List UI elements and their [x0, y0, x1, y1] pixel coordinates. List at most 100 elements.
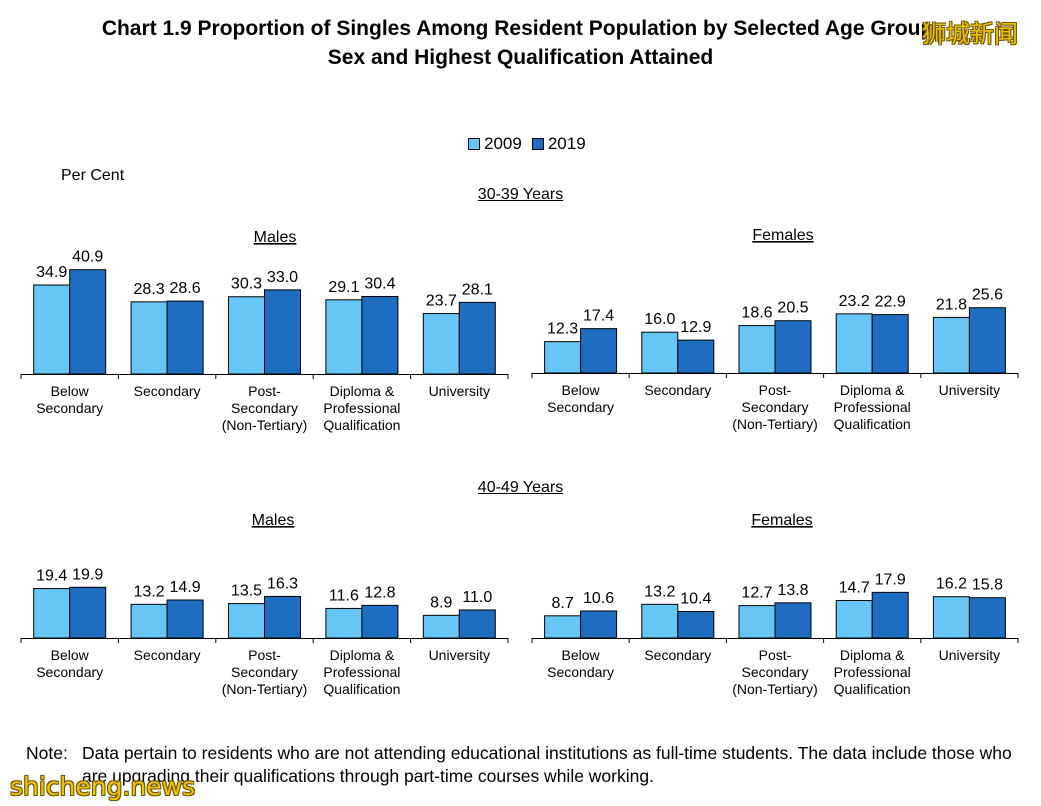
data-label-40-49-females-2019-2: 10.4 [680, 590, 711, 607]
legend: 2009 2019 [468, 134, 586, 154]
bar-40-49-males-2019-5 [458, 609, 496, 639]
chart-title-line1: Chart 1.9 Proportion of Singles Among Re… [101, 17, 940, 40]
bar-40-49-males-2019-4 [361, 604, 399, 639]
bar-30-39-females-2009-5 [932, 316, 970, 374]
bar-30-39-males-2019-1 [69, 269, 107, 375]
legend-swatch-2019 [531, 138, 544, 150]
data-label-30-39-males-2009-5: 23.7 [426, 293, 457, 310]
tick-label-40-49-males-3: Post-Secondary (Non-Tertiary) [222, 647, 308, 697]
bar-30-39-males-2009-4 [325, 299, 363, 375]
y-axis-label: Per Cent [61, 167, 125, 184]
bar-30-39-females-2009-4 [835, 313, 873, 374]
tick-label-40-49-males-1: Below Secondary [36, 647, 103, 680]
bar-40-49-females-2009-1 [544, 615, 582, 639]
data-label-30-39-females-2009-2: 16.0 [644, 311, 675, 328]
tick-label-40-49-females-5: University [939, 647, 1000, 663]
bar-40-49-females-2009-2 [641, 603, 679, 639]
bar-40-49-males-2019-2 [166, 599, 204, 639]
footnote-label: Note: [26, 743, 68, 763]
chart-title-line2: Sex and Highest Qualification Attained [327, 46, 714, 69]
bar-40-49-males-2009-1 [33, 588, 71, 639]
bar-40-49-females-2019-5 [968, 597, 1006, 639]
tick-label-30-39-females-2: Secondary [644, 382, 711, 398]
data-label-40-49-females-2019-5: 15.8 [972, 577, 1003, 594]
data-label-30-39-males-2009-4: 29.1 [328, 279, 359, 296]
data-label-30-39-females-2019-5: 25.6 [972, 287, 1003, 304]
data-label-40-49-males-2019-5: 11.0 [462, 589, 492, 606]
tick-label-30-39-males-5: University [429, 383, 490, 399]
data-label-40-49-males-2009-4: 11.6 [329, 587, 359, 604]
tick-label-40-49-males-2: Secondary [134, 647, 201, 663]
tick-label-40-49-females-2: Secondary [644, 647, 711, 663]
data-label-40-49-females-2009-2: 13.2 [644, 583, 675, 600]
bar-40-49-males-2009-2 [130, 603, 168, 639]
data-label-40-49-females-2009-3: 12.7 [741, 585, 772, 602]
data-label-30-39-females-2019-3: 20.5 [777, 300, 808, 317]
data-label-40-49-males-2009-2: 13.2 [134, 583, 165, 600]
bar-30-39-females-2019-1 [580, 328, 618, 374]
data-label-30-39-males-2009-3: 30.3 [231, 276, 262, 293]
data-label-30-39-females-2009-4: 23.2 [839, 293, 870, 310]
data-label-40-49-males-2009-1: 19.4 [36, 568, 67, 585]
data-label-30-39-males-2019-1: 40.9 [72, 249, 103, 266]
data-label-30-39-males-2019-5: 28.1 [462, 281, 493, 298]
bar-40-49-females-2019-2 [677, 610, 715, 639]
footnote-text: Data pertain to residents who are not at… [82, 743, 1012, 786]
bar-30-39-males-2009-5 [422, 313, 460, 375]
tick-label-30-39-females-4: Diploma & Professional Qualification [834, 382, 911, 432]
data-label-40-49-females-2009-1: 8.7 [551, 595, 573, 612]
tick-label-30-39-males-1: Below Secondary [36, 383, 103, 416]
panel-title-30-39-males: Males [254, 229, 297, 246]
bar-40-49-males-2009-3 [228, 603, 265, 639]
data-label-40-49-females-2009-4: 14.7 [839, 580, 870, 597]
bar-40-49-males-2009-4 [325, 607, 363, 639]
bar-40-49-males-2009-5 [422, 614, 460, 639]
age-group-heading-30-39: 30-39 Years [477, 186, 564, 203]
legend-item-2009: 2009 [468, 134, 522, 154]
data-label-40-49-males-2009-3: 13.5 [231, 583, 262, 600]
bar-40-49-females-2009-4 [835, 600, 873, 639]
tick-label-30-39-females-5: University [939, 382, 1000, 398]
bar-40-49-females-2009-5 [932, 596, 970, 639]
bar-30-39-females-2019-2 [677, 339, 715, 374]
bar-30-39-females-2009-2 [641, 331, 679, 374]
bar-40-49-males-2019-3 [264, 595, 301, 639]
data-label-30-39-females-2019-1: 17.4 [583, 308, 614, 325]
bar-30-39-males-2019-5 [458, 301, 496, 375]
data-label-40-49-males-2019-1: 19.9 [72, 566, 103, 583]
bar-30-39-females-2009-3 [738, 325, 776, 374]
bar-30-39-males-2009-1 [33, 284, 71, 375]
bar-40-49-females-2019-4 [871, 591, 909, 639]
tick-label-40-49-females-3: Post-Secondary (Non-Tertiary) [732, 647, 818, 697]
panel-title-30-39-females: Females [752, 227, 813, 244]
bar-30-39-females-2019-3 [774, 320, 812, 374]
bar-40-49-females-2009-3 [738, 605, 776, 639]
bar-30-39-males-2009-2 [130, 301, 168, 375]
bar-40-49-females-2019-1 [580, 610, 618, 639]
data-label-30-39-males-2019-2: 28.6 [170, 280, 201, 297]
chart-title: Chart 1.9 Proportion of Singles Among Re… [0, 14, 1041, 72]
bar-30-39-males-2019-4 [361, 295, 399, 375]
bar-30-39-males-2019-2 [166, 300, 204, 375]
data-label-30-39-females-2019-4: 22.9 [875, 294, 906, 311]
data-label-40-49-females-2009-5: 16.2 [936, 576, 967, 593]
data-label-40-49-males-2019-4: 12.8 [364, 584, 395, 601]
data-label-30-39-males-2019-4: 30.4 [364, 275, 395, 292]
data-label-30-39-males-2019-3: 33.0 [267, 269, 298, 286]
tick-label-30-39-females-1: Below Secondary [547, 382, 614, 415]
data-label-40-49-males-2009-5: 8.9 [430, 594, 452, 611]
data-label-40-49-females-2019-1: 10.6 [583, 590, 614, 607]
bar-30-39-males-2009-3 [228, 296, 265, 375]
bar-30-39-females-2019-5 [968, 307, 1006, 374]
tick-label-30-39-females-3: Post-Secondary (Non-Tertiary) [732, 382, 818, 432]
data-label-40-49-males-2019-3: 16.3 [267, 575, 298, 592]
data-label-30-39-females-2009-5: 21.8 [936, 296, 967, 313]
legend-item-2019: 2019 [531, 134, 586, 154]
tick-label-40-49-males-4: Diploma & Professional Qualification [323, 647, 400, 697]
panel-title-40-49-males: Males [252, 512, 295, 529]
data-label-40-49-females-2019-4: 17.9 [875, 571, 906, 588]
bar-30-39-males-2019-3 [264, 289, 301, 375]
data-label-40-49-females-2019-3: 13.8 [777, 582, 808, 599]
data-label-30-39-females-2019-2: 12.9 [680, 319, 711, 336]
